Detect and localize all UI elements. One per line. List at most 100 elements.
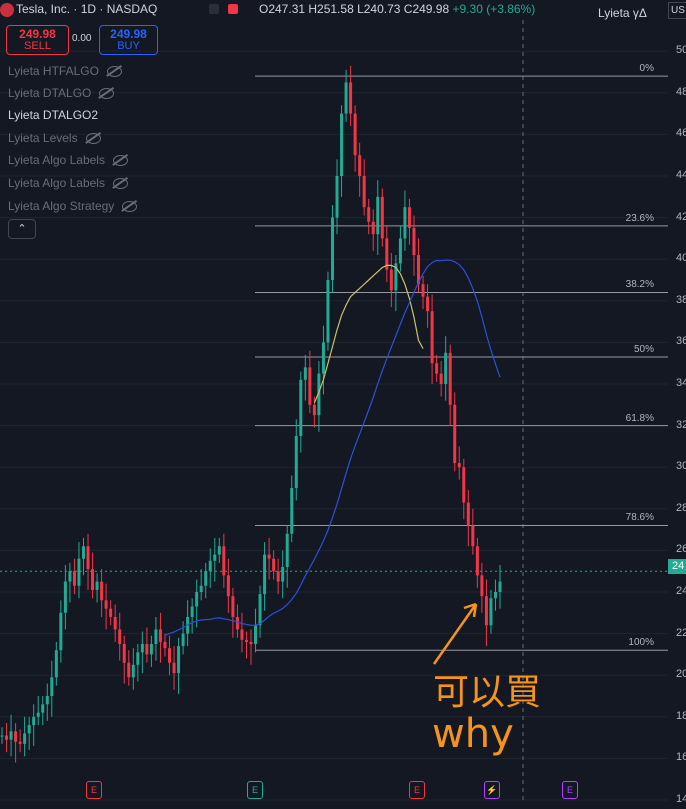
eye-hidden-icon[interactable] <box>122 201 138 213</box>
candle-body <box>330 217 334 280</box>
annotation-arrow <box>432 602 478 665</box>
candle-body <box>5 735 9 740</box>
candle-body <box>371 221 375 235</box>
legend-label: Lyieta HTFALGO <box>8 64 99 78</box>
candle-body <box>453 404 457 464</box>
collapse-legend-button[interactable]: ⌃ <box>8 219 36 239</box>
candle-body <box>267 554 271 559</box>
legend-item-dtalgo2[interactable]: Lyieta DTALGO2 <box>8 108 98 122</box>
event-marker-earnings-past[interactable]: E <box>86 781 102 799</box>
candle-body <box>471 525 475 547</box>
candle-body <box>317 373 321 416</box>
candle-body <box>181 633 185 647</box>
y-tick-label: 50 <box>676 44 686 57</box>
candle-body <box>394 263 398 291</box>
sell-label: SELL <box>24 40 51 52</box>
eye-hidden-icon[interactable] <box>106 66 122 78</box>
eye-hidden-icon[interactable] <box>99 88 115 100</box>
candle-body <box>349 82 353 114</box>
candle-body <box>281 567 285 582</box>
y-tick-label: 38 <box>676 293 686 306</box>
candle-body <box>258 594 262 626</box>
fib-label: 78.6% <box>625 512 654 524</box>
legend-item-algo-strategy[interactable]: Lyieta Algo Strategy <box>8 199 138 213</box>
candle-body <box>100 581 104 601</box>
event-marker-split[interactable]: ⚡ <box>484 781 500 799</box>
legend-item-dtalgo[interactable]: Lyieta DTALGO <box>8 86 115 100</box>
current-price-tag: 24 <box>668 559 686 574</box>
currency-button[interactable]: US <box>668 2 686 19</box>
candle-body <box>154 629 158 644</box>
candle-body <box>426 296 430 312</box>
event-marker-earnings-past[interactable]: E <box>247 781 263 799</box>
candle-body <box>54 650 58 678</box>
candle-body <box>493 592 497 599</box>
candle-body <box>294 436 298 488</box>
candle-body <box>244 639 248 642</box>
candle-body <box>63 581 67 613</box>
y-tick-label: 18 <box>676 709 686 722</box>
eye-hidden-icon[interactable] <box>85 133 101 145</box>
candle-body <box>398 238 402 264</box>
fib-label: 38.2% <box>625 279 654 291</box>
candle-body <box>385 238 389 270</box>
candle-body <box>0 735 4 737</box>
candle-body <box>217 546 221 555</box>
alert-icon[interactable] <box>228 4 238 14</box>
legend-item-algo-labels[interactable]: Lyieta Algo Labels <box>8 153 128 167</box>
buy-button[interactable]: 249.98 BUY <box>99 25 158 55</box>
symbol-title[interactable]: Tesla, Inc. · 1D · NASDAQ <box>16 2 158 16</box>
candle-body <box>127 662 131 678</box>
candle-body <box>50 677 54 696</box>
candle-body <box>326 280 330 343</box>
legend-item-algo-labels-2[interactable]: Lyieta Algo Labels <box>8 176 128 190</box>
eye-hidden-icon[interactable] <box>112 178 128 190</box>
candle-body <box>344 82 348 114</box>
candle-body <box>421 284 425 297</box>
event-marker-earnings-past[interactable]: E <box>409 781 425 799</box>
candle-body <box>484 596 488 626</box>
candle-body <box>204 571 208 586</box>
y-tick-label: 24 <box>676 585 686 597</box>
sell-button[interactable]: 249.98 SELL <box>6 25 69 55</box>
legend-item-htfalgo[interactable]: Lyieta HTFALGO <box>8 64 122 78</box>
y-tick-label: 30 <box>676 460 686 473</box>
change-text: +9.30 (+3.86%) <box>452 2 536 16</box>
candle-body <box>380 196 384 239</box>
candle-body <box>480 575 484 597</box>
symbol-header: Tesla, Inc. · 1D · NASDAQ O247.31 H251.5… <box>0 0 686 20</box>
candle-body <box>32 716 36 726</box>
eye-hidden-icon[interactable] <box>112 155 128 167</box>
candle-body <box>195 592 199 607</box>
candle-body <box>439 373 443 384</box>
candle-body <box>407 207 411 228</box>
candle-body <box>9 731 13 740</box>
y-tick-label: 42 <box>676 210 686 223</box>
candle-body <box>285 533 289 568</box>
y-tick-label: 20 <box>676 668 686 681</box>
annotation-text-line2: why <box>432 711 514 757</box>
candle-body <box>113 616 117 630</box>
indicator-name[interactable]: Lyieta γΔ <box>598 6 647 20</box>
candle-body <box>457 463 461 468</box>
candle-body <box>95 581 99 590</box>
candle-body <box>72 571 76 586</box>
candle-body <box>41 704 45 713</box>
chart-type-icon[interactable] <box>209 4 219 14</box>
legend-item-levels[interactable]: Lyieta Levels <box>8 131 101 145</box>
candle-body <box>362 176 366 208</box>
y-tick-label: 34 <box>676 377 686 389</box>
candle-body <box>104 600 108 609</box>
ohlc-values: O247.31 H251.58 L240.73 C249.98 +9.30 (+… <box>259 2 535 16</box>
candle-body <box>140 644 144 653</box>
event-marker-earnings-future[interactable]: E <box>562 781 578 799</box>
annotation-text-line1: 可以買 <box>433 672 542 713</box>
candle-body <box>199 585 203 592</box>
candle-body <box>444 352 448 384</box>
candle-body <box>122 644 126 663</box>
candle-body <box>462 467 466 503</box>
candle-body <box>18 741 22 744</box>
candle-body <box>149 644 153 655</box>
legend-label: Lyieta DTALGO2 <box>8 108 99 122</box>
